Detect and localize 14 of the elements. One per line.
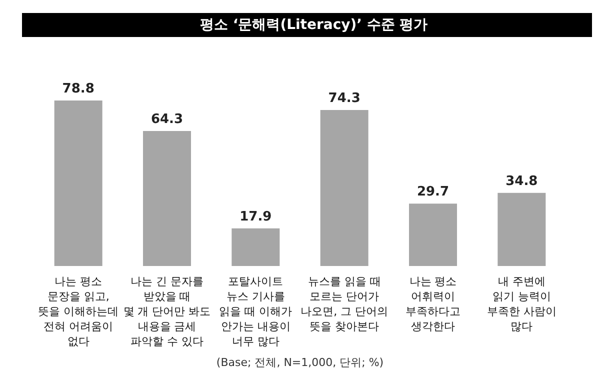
chart-title: 평소 ‘문해력(Literacy)’ 수준 평가 [200,17,428,33]
x-tick-label: 나는 평소 어휘력이 부족하다고 생각한다 [406,275,460,333]
data-label: 74.3 [328,90,360,106]
text: (Base; 전체, N=1,000, 단위; %) [216,356,384,369]
data-label: 29.7 [416,184,450,200]
x-tick-label: 포탈사이트 뉴스 기사를 읽을 때 이해가 안가는 내용이 너무 많다 [219,275,292,348]
x-tick-label: 나는 긴 문자를 받았을 때 몇 개 단어만 봐도 내용을 금세 파악할 수 있다 [123,275,211,348]
data-label: 78.8 [62,82,94,97]
x-tick-label: 내 주변에 읽기 능력이 부족한 사람이 많다 [486,275,556,333]
data-label: 34.8 [506,174,538,189]
x-tick-label: 뉴스를 읽을 때 모르는 단어가 나오면, 그 단어의 뜻을 찾아본다 [300,275,388,333]
data-label: 17.9 [240,209,272,224]
data-label: 64.3 [150,112,184,127]
x-tick-label: 나는 평소 문장을 읽고, 뜻을 이해하는데 전혀 어려움이 없다 [38,275,119,348]
